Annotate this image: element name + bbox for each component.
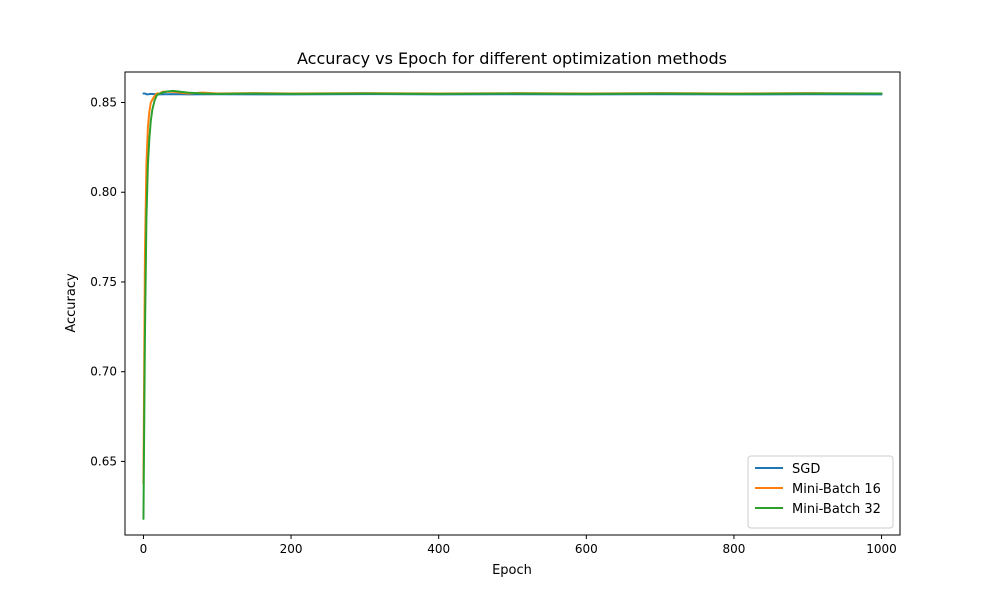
x-tick-label: 200 xyxy=(280,542,303,556)
legend-label: SGD xyxy=(792,462,820,477)
x-tick-label: 600 xyxy=(575,542,598,556)
legend-label: Mini-Batch 16 xyxy=(792,482,881,497)
y-tick-label: 0.85 xyxy=(90,96,117,110)
chart-title: Accuracy vs Epoch for different optimiza… xyxy=(297,49,727,68)
plot-area: 0 200 400 600 800 1000 0.65 0.70 0.75 0.80 0.85 SGD… xyxy=(90,71,901,556)
x-tick-label: 800 xyxy=(722,542,745,556)
y-axis-label: Accuracy xyxy=(64,273,79,333)
axes-frame xyxy=(124,71,901,536)
x-tick-label: 0 xyxy=(140,542,148,556)
x-tick-label: 1000 xyxy=(866,542,897,556)
y-tick-label: 0.70 xyxy=(90,365,117,379)
legend-box xyxy=(747,455,894,529)
x-tick-label: 400 xyxy=(427,542,450,556)
y-tick-label: 0.80 xyxy=(90,185,117,199)
x-axis-label: Epoch xyxy=(492,563,532,578)
legend-label: Mini-Batch 32 xyxy=(792,502,881,517)
y-tick-label: 0.75 xyxy=(90,275,117,289)
legend: SGD Mini-Batch 16 Mini-Batch 32 xyxy=(747,455,894,529)
y-tick-label: 0.65 xyxy=(90,454,117,468)
series-line-mini-batch-32 xyxy=(142,89,883,520)
